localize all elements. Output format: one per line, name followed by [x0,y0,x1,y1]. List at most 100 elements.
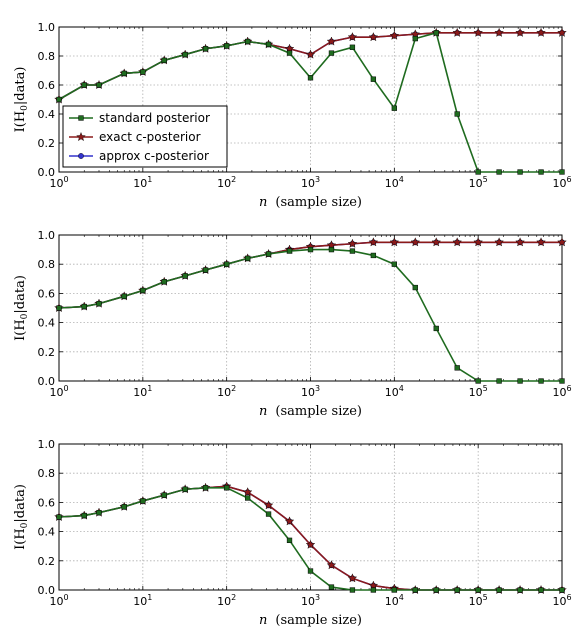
data-point [224,485,230,491]
data-point [559,169,565,175]
data-point [121,504,127,510]
chart-panel-3: 100 101 102 103 104 105 1060.00.20.40.60.81.0n… [13,438,572,628]
data-point [81,82,87,88]
data-point [538,169,544,175]
data-point [475,587,481,593]
data-point [370,252,377,259]
data-point [517,378,523,384]
legend-entry: exact c-posterior [69,130,201,144]
data-point [286,537,293,544]
data-point [517,169,523,175]
legend-label: standard posterior [99,111,210,125]
data-point [202,485,209,491]
x-tick-label: 104 [385,175,404,190]
data-point [391,261,397,267]
data-point [370,76,377,82]
data-point [391,587,397,593]
x-axis-label: n (sample size) [259,404,362,419]
x-tick-label: 106 [552,384,571,399]
data-point [121,293,127,299]
y-tick-label: 1.0 [38,438,56,451]
y-tick-label: 0.2 [38,346,56,359]
data-point [536,237,546,247]
data-point [557,27,567,37]
grid [58,234,563,382]
data-point [224,43,230,49]
x-tick-label: 106 [552,175,571,190]
data-point [81,303,87,310]
y-tick-label: 0.8 [38,258,56,271]
data-point [286,50,293,56]
data-point [391,105,397,111]
data-point [559,587,565,593]
series-exact-c-posterior [54,481,567,595]
data-point [370,587,377,593]
data-point [433,30,439,36]
data-point [494,27,504,37]
x-tick-label: 103 [301,593,320,608]
y-tick-label: 0.2 [38,137,56,150]
data-point [307,75,314,81]
y-axis-label: I(H0|data) [13,484,30,550]
data-point [496,169,502,175]
y-tick-label: 0.6 [38,79,56,92]
data-point [81,512,87,519]
data-point [412,587,418,593]
data-point [263,500,274,510]
data-point [224,261,230,267]
x-tick-label: 105 [469,384,488,399]
x-tick-label: 104 [385,593,404,608]
data-point [559,378,565,384]
x-tick-label: 102 [217,384,236,399]
data-point [431,237,442,247]
y-axis-label: I(H0|data) [13,67,30,133]
data-point [140,287,146,294]
data-point [412,35,418,42]
data-point [202,267,209,273]
x-axis-label: n (sample size) [259,613,362,628]
data-point [410,237,421,247]
legend-marker [78,115,84,121]
legend-entry: approx c-posterior [69,149,209,163]
data-point [349,248,356,254]
data-point [96,82,102,88]
data-point [349,587,356,593]
data-point [494,237,504,247]
x-tick-label: 105 [469,175,488,190]
x-tick-label: 104 [385,384,404,399]
y-tick-label: 0.0 [38,166,56,179]
data-point [305,539,316,549]
legend-label: approx c-posterior [99,149,209,163]
data-point [182,486,188,492]
y-tick-label: 1.0 [38,21,56,34]
data-point [328,584,335,590]
x-tick-label: 102 [217,593,236,608]
data-point [121,70,127,77]
data-point [538,587,544,593]
data-point [202,46,209,52]
data-point [56,514,62,520]
series-standard-posterior [56,30,565,175]
data-point [182,273,188,279]
chart-panel-1: 100 101 102 103 104 105 1060.00.20.40.60.81.0n… [13,21,572,210]
data-point [368,237,379,247]
data-point [265,41,272,48]
data-point [433,325,439,332]
data-point [475,378,481,384]
data-point [307,246,314,253]
data-point [326,560,337,570]
data-point [286,248,293,254]
data-point [517,587,523,593]
data-point [389,237,400,247]
data-point [182,51,188,58]
data-point [473,237,483,247]
y-tick-label: 0.8 [38,467,56,480]
x-tick-label: 103 [301,175,320,190]
data-point [412,284,418,291]
y-axis-label: I(H0|data) [13,275,30,341]
data-point [328,246,335,253]
y-tick-label: 0.0 [38,584,56,597]
data-point [245,495,251,501]
chart-panel-2: 100 101 102 103 104 105 1060.00.20.40.60.81.0n… [13,229,572,419]
